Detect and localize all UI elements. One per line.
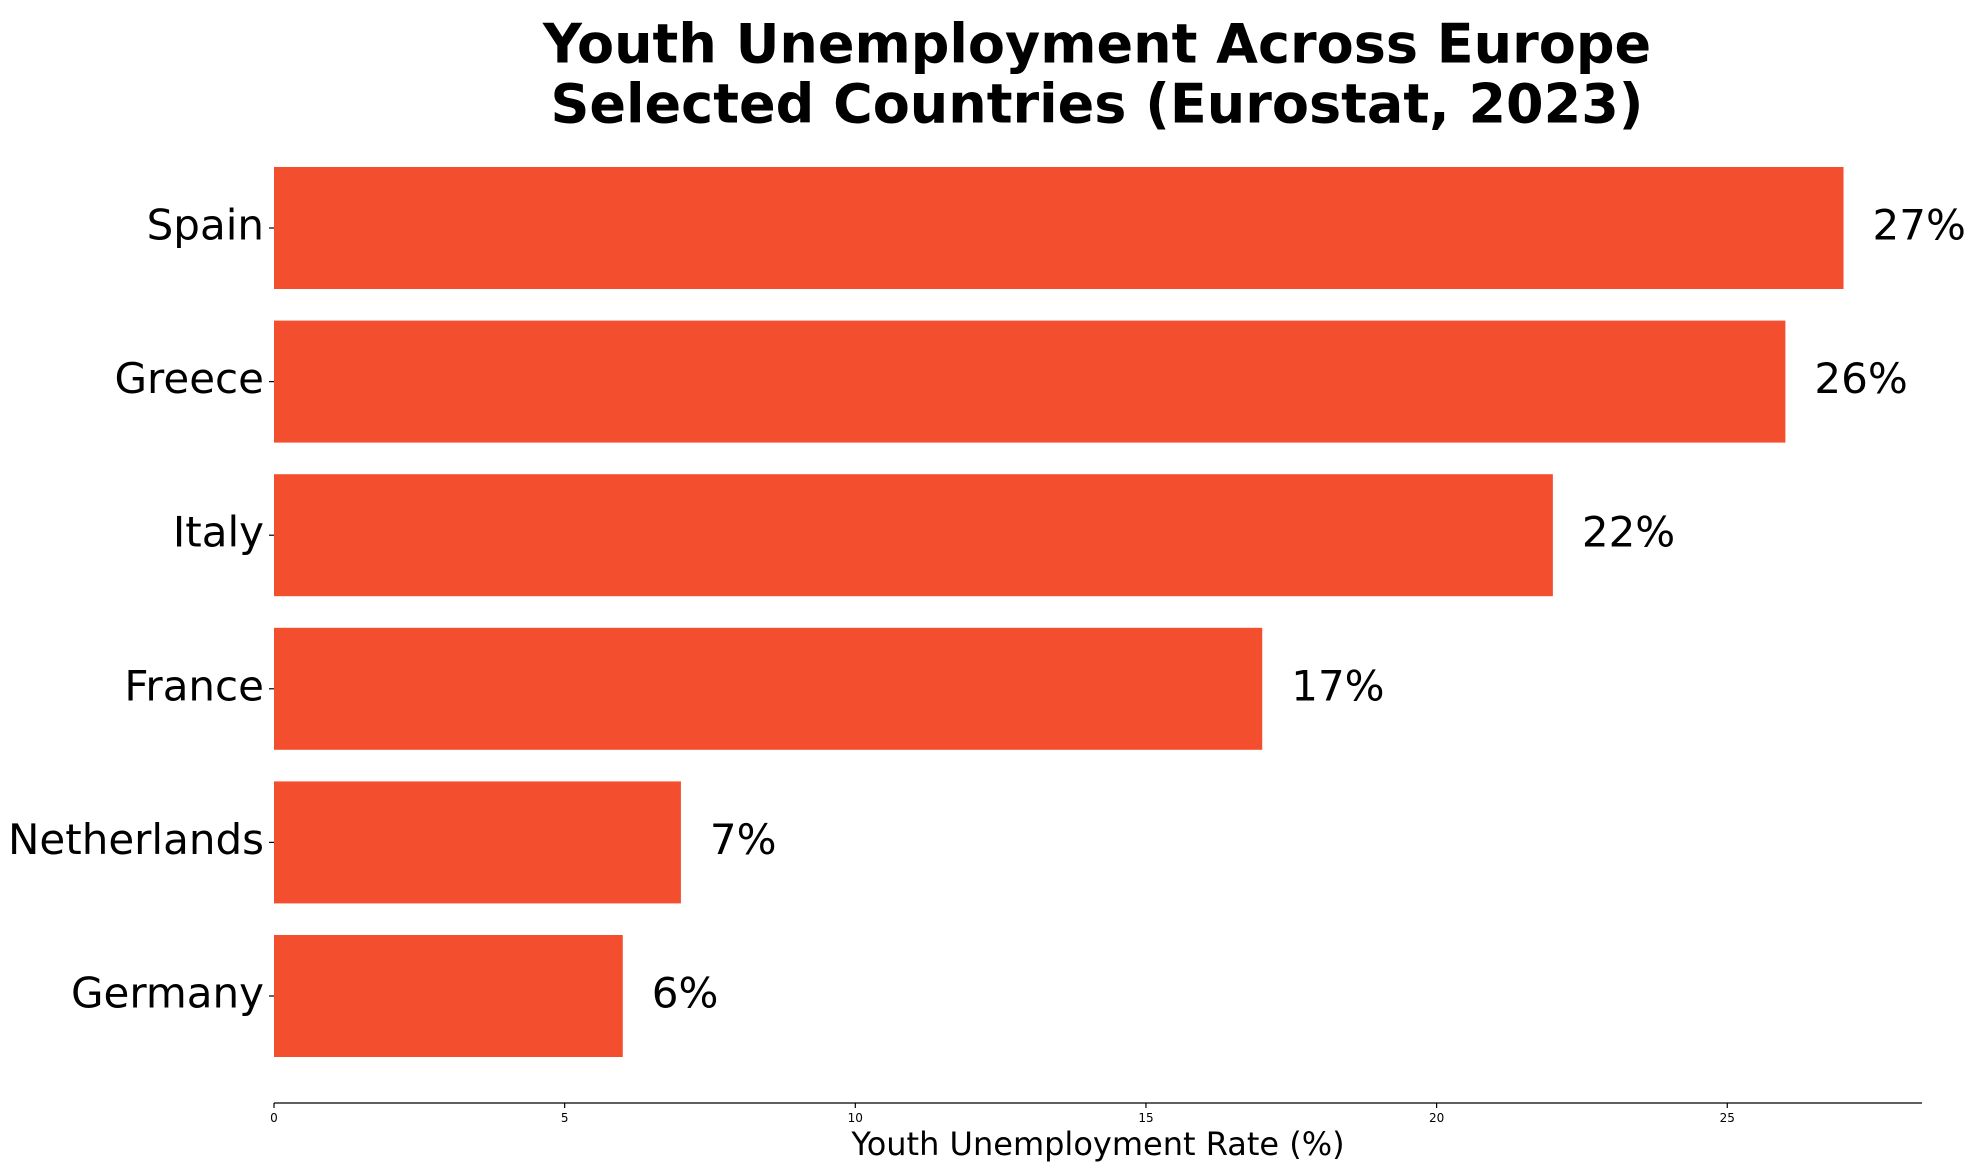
category-label-spain: Spain	[147, 201, 264, 250]
x-tick-label-0: 0	[270, 1111, 278, 1125]
bar-germany	[274, 935, 623, 1057]
category-label-germany: Germany	[71, 969, 264, 1018]
value-label-netherlands: 7%	[710, 815, 777, 864]
value-label-germany: 6%	[652, 969, 719, 1018]
category-labels: Spain Greece Italy France Netherlands Germany	[8, 201, 264, 1018]
value-label-spain: 27%	[1873, 201, 1965, 250]
bar-spain	[274, 167, 1844, 289]
chart-title-line-2: Selected Countries (Eurostat, 2023)	[551, 73, 1644, 136]
x-tick-label-25: 25	[1720, 1111, 1735, 1125]
value-label-greece: 26%	[1814, 354, 1907, 403]
chart-title: Youth Unemployment Across Europe Selecte…	[542, 13, 1651, 136]
bar-netherlands	[274, 781, 681, 904]
bar-greece	[274, 320, 1786, 443]
x-tick-label-5: 5	[561, 1111, 569, 1125]
bar-italy	[274, 474, 1553, 597]
value-label-italy: 22%	[1582, 508, 1675, 557]
category-label-netherlands: Netherlands	[8, 815, 264, 864]
value-label-france: 17%	[1291, 661, 1384, 710]
x-tick-label-15: 15	[1138, 1111, 1153, 1125]
x-axis: 0 5 10 15 20 25	[270, 1102, 1922, 1125]
category-label-italy: Italy	[173, 508, 264, 557]
value-labels: 27% 26% 22% 17% 7% 6%	[652, 201, 1965, 1018]
category-label-greece: Greece	[114, 354, 264, 403]
x-tick-label-10: 10	[848, 1111, 863, 1125]
x-tick-label-20: 20	[1429, 1111, 1444, 1125]
y-axis-ticks	[269, 227, 274, 997]
chart-title-line-1: Youth Unemployment Across Europe	[542, 13, 1651, 76]
x-axis-title: Youth Unemployment Rate (%)	[850, 1125, 1344, 1163]
bars-layer	[274, 167, 1844, 1057]
category-label-france: France	[124, 661, 264, 710]
bar-france	[274, 627, 1263, 750]
